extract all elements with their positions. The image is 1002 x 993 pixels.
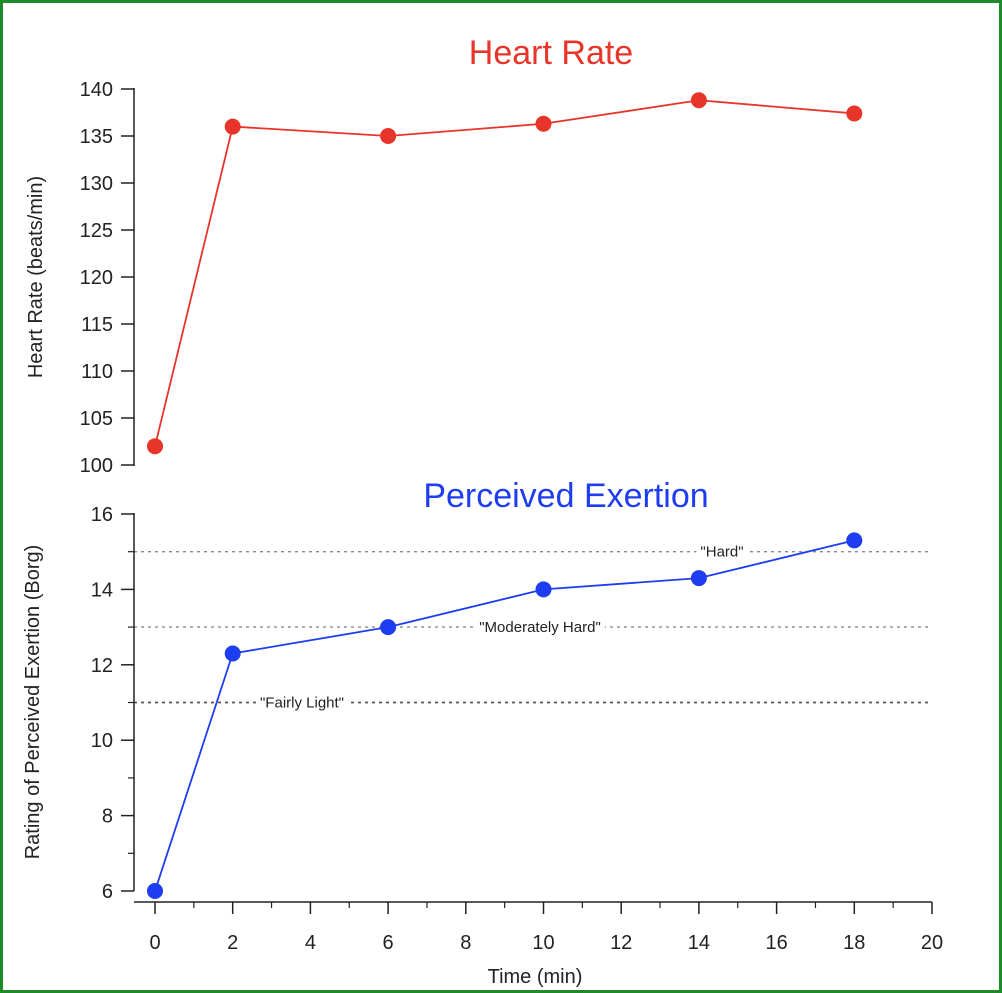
y-tick-label: 130 [80, 173, 113, 195]
x-tick-label: 14 [688, 932, 710, 954]
perceived-exertion-title: Perceived Exertion [423, 477, 708, 515]
x-tick-label: 8 [460, 932, 471, 954]
reference-label-background [696, 542, 748, 562]
x-tick-label: 0 [149, 932, 160, 954]
reference-label-background [475, 618, 605, 638]
y-tick-label: 12 [91, 655, 113, 677]
x-tick-label: 16 [765, 932, 787, 954]
heart-rate-point [846, 105, 863, 122]
perceived-exertion-panel: Perceived Exertion "Hard" "Moderately Har… [22, 477, 943, 988]
perceived-exertion-point [690, 570, 707, 587]
perceived-exertion-y-ticks: 6 8 10 12 14 16 [91, 504, 134, 903]
y-tick-label: 16 [91, 504, 113, 526]
heart-rate-series [147, 92, 863, 455]
heart-rate-point [690, 92, 707, 109]
heart-rate-y-axis-label: Heart Rate (beats/min) [25, 176, 47, 378]
heart-rate-title: Heart Rate [469, 34, 633, 72]
perceived-exertion-point [535, 581, 552, 598]
heart-rate-y-ticks: 100 105 110 115 120 125 130 135 140 [80, 79, 134, 477]
perceived-exertion-point [147, 883, 163, 899]
perceived-exertion-y-axis-label: Rating of Perceived Exertion (Borg) [22, 545, 44, 860]
reference-line-label: "Fairly Light" [260, 695, 344, 712]
perceived-exertion-line [154, 539, 855, 892]
reference-line-label: "Hard" [700, 544, 743, 561]
x-tick-label: 2 [227, 932, 238, 954]
y-tick-label: 105 [80, 408, 113, 430]
y-tick-label: 110 [81, 361, 113, 383]
y-tick-label: 10 [91, 730, 113, 752]
y-tick-label: 140 [80, 79, 113, 101]
x-axis-label: Time (min) [488, 966, 583, 988]
y-tick-label: 135 [80, 126, 113, 148]
y-tick-label: 120 [80, 267, 113, 289]
x-tick-label: 4 [305, 932, 316, 954]
x-tick-label: 18 [843, 932, 865, 954]
x-tick-label: 20 [921, 932, 943, 954]
y-tick-label: 14 [91, 579, 113, 601]
perceived-exertion-point [224, 645, 241, 662]
reference-lines: "Hard" "Moderately Hard" "Fairly Light" [134, 542, 932, 713]
y-tick-label: 115 [81, 314, 113, 336]
heart-rate-point [535, 115, 552, 132]
heart-rate-panel: Heart Rate 100 105 110 115 120 125 130 135 140 H… [25, 34, 863, 477]
y-tick-label: 125 [80, 220, 113, 242]
perceived-exertion-point [380, 619, 397, 636]
perceived-exertion-series [147, 532, 863, 899]
y-tick-label: 100 [80, 455, 113, 477]
perceived-exertion-point [846, 532, 863, 549]
heart-rate-point [224, 118, 241, 135]
x-tick-label: 12 [610, 932, 632, 954]
heart-rate-point [147, 438, 163, 455]
y-tick-label: 6 [102, 881, 113, 903]
y-tick-label: 8 [102, 806, 113, 828]
heart-rate-point [380, 128, 397, 144]
reference-line-label: "Moderately Hard" [479, 619, 601, 636]
x-ticks: 0 2 4 6 8 10 12 14 16 18 20 [149, 902, 943, 954]
x-tick-label: 6 [383, 932, 394, 954]
x-tick-label: 10 [532, 932, 554, 954]
heart-rate-line [154, 99, 855, 447]
reference-label-background [255, 693, 349, 713]
